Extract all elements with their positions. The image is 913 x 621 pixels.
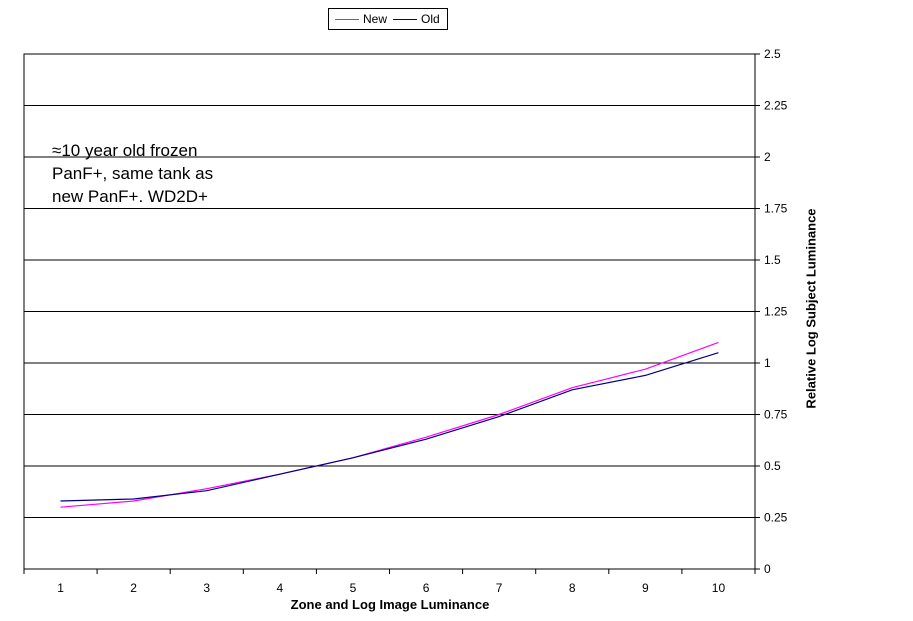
- x-tick-label: 9: [642, 581, 649, 595]
- legend: New Old: [328, 8, 448, 30]
- y-tick-label: 1.5: [764, 253, 781, 267]
- y-tick-label: 0.25: [764, 511, 788, 525]
- x-tick-label: 4: [277, 581, 284, 595]
- legend-swatch-old: [393, 18, 417, 20]
- x-tick-label: 7: [496, 581, 503, 595]
- chart-annotation: ≈10 year old frozen PanF+, same tank as …: [52, 141, 214, 206]
- x-tick-label: 2: [130, 581, 137, 595]
- x-tick-label: 1: [57, 581, 64, 595]
- x-tick-label: 3: [203, 581, 210, 595]
- legend-item-new: New: [335, 12, 387, 26]
- legend-label-new: New: [363, 12, 388, 26]
- y-tick-label: 2: [764, 150, 771, 164]
- y-tick-label: 1.25: [764, 305, 788, 319]
- y-tick-label: 0.5: [764, 459, 781, 473]
- y-tick-label: 0: [764, 562, 771, 576]
- x-tick-label: 5: [350, 581, 357, 595]
- x-tick-label: 6: [423, 581, 430, 595]
- legend-item-old: Old: [393, 12, 440, 26]
- y-axis-title: Relative Log Subject Luminance: [803, 208, 819, 409]
- x-axis-title: Zone and Log Image Luminance: [290, 597, 490, 612]
- x-tick-label: 10: [712, 581, 726, 595]
- series-lines: [60, 341, 719, 508]
- y-tick-label: 1.75: [764, 202, 788, 216]
- x-axis: 1 2 3 4 5 6 7 8 9 10: [23, 569, 756, 595]
- gridlines: [24, 105, 755, 518]
- y-tick-label: 2.25: [764, 99, 788, 113]
- y-tick-label: 2.5: [764, 47, 781, 61]
- x-tick-label: 8: [569, 581, 576, 595]
- y-axis: 0 0.25 0.5 0.75 1 1.25 1.5 1.75 2 2.25 2.5: [755, 47, 788, 576]
- legend-label-old: Old: [421, 12, 440, 26]
- y-tick-label: 0.75: [764, 408, 788, 422]
- legend-swatch-new: [335, 18, 359, 20]
- y-tick-label: 1: [764, 356, 771, 370]
- series-line-old: [60, 352, 719, 502]
